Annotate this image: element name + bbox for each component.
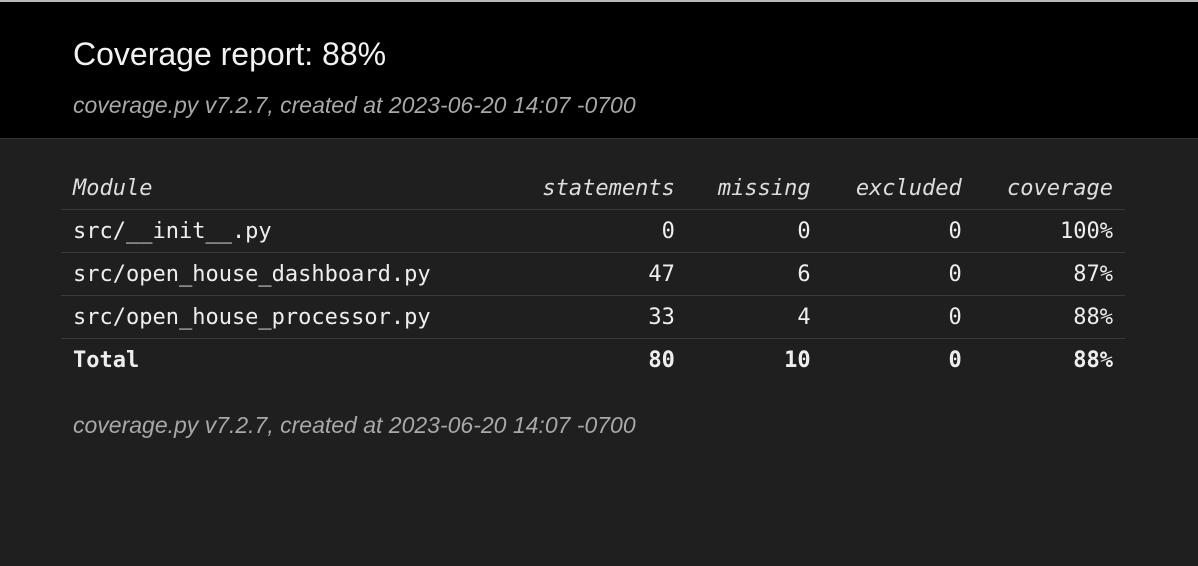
top-rule (0, 0, 1198, 2)
total-excluded-cell: 0 (948, 347, 962, 373)
table-header-row: Module statements missing excluded cover… (61, 167, 1125, 210)
coverage-table: Module statements missing excluded cover… (61, 167, 1125, 381)
module-link[interactable]: src/open_house_processor.py (61, 295, 505, 339)
column-header-excluded[interactable]: excluded (822, 167, 974, 210)
missing-cell: 4 (686, 295, 823, 339)
missing-cell: 0 (686, 209, 823, 253)
module-link[interactable]: src/__init__.py (61, 209, 505, 253)
total-label: Total (73, 347, 140, 373)
column-header-statements[interactable]: statements (504, 167, 687, 210)
statements-cell: 47 (504, 252, 687, 296)
report-header: Coverage report: 88% coverage.py v7.2.7,… (0, 2, 1198, 139)
column-header-coverage[interactable]: coverage (973, 167, 1125, 210)
footer-text: coverage.py v7.2.7, created at 2023-06-2… (73, 412, 636, 438)
coverage-cell: 100% (973, 209, 1125, 253)
coverage-cell: 87% (973, 252, 1125, 296)
table-row: src/open_house_dashboard.py 47 6 0 87% (61, 252, 1125, 296)
page-title: Coverage report: 88% (73, 36, 387, 72)
coverage-cell: 88% (973, 295, 1125, 339)
total-coverage-cell: 88% (1073, 347, 1113, 373)
header-subtitle: coverage.py v7.2.7, created at 2023-06-2… (73, 92, 636, 118)
statements-cell: 33 (504, 295, 687, 339)
column-header-missing[interactable]: missing (686, 167, 823, 210)
column-header-module[interactable]: Module (61, 167, 505, 210)
missing-cell: 6 (686, 252, 823, 296)
module-link[interactable]: src/open_house_dashboard.py (61, 252, 505, 296)
table-total-row: Total 80 10 0 88% (61, 339, 1125, 382)
excluded-cell: 0 (822, 209, 974, 253)
excluded-cell: 0 (822, 295, 974, 339)
statements-cell: 0 (504, 209, 687, 253)
total-missing-cell: 10 (784, 347, 811, 373)
table-row: src/open_house_processor.py 33 4 0 88% (61, 295, 1125, 339)
excluded-cell: 0 (822, 252, 974, 296)
table-row: src/__init__.py 0 0 0 100% (61, 209, 1125, 253)
total-statements-cell: 80 (648, 347, 675, 373)
